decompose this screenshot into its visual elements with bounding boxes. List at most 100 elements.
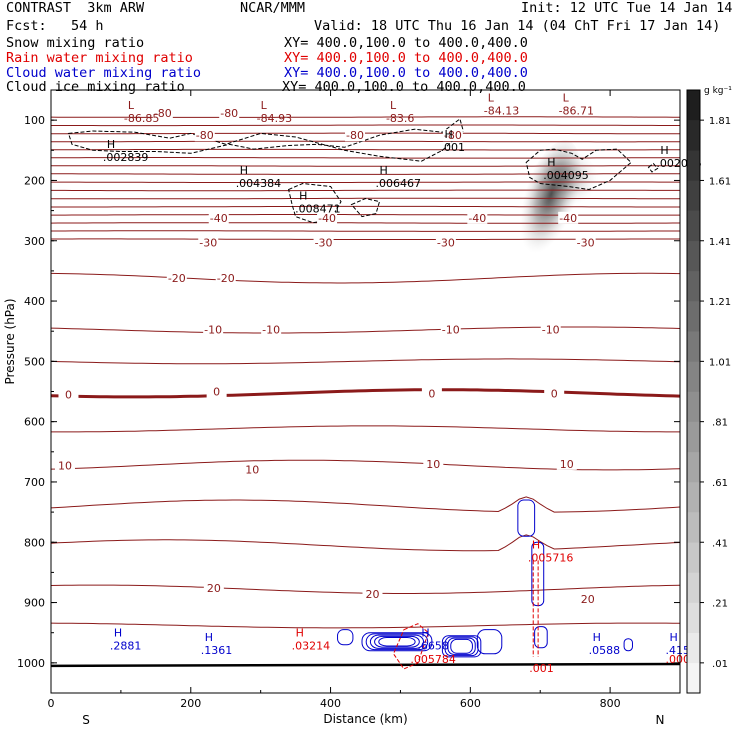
cloud-water-contour bbox=[623, 638, 633, 652]
isotherm-label-bg bbox=[317, 211, 338, 224]
init-time: Init: 12 UTC Tue 14 Jan 14 bbox=[521, 0, 733, 16]
cloud-water-contour bbox=[361, 632, 433, 652]
center-title: NCAR/MMM bbox=[240, 0, 306, 16]
colorbar-swatch bbox=[687, 270, 700, 302]
isotherm-label-bg bbox=[556, 457, 577, 470]
field-xy-snow: XY= 400.0,100.0 to 400.0,400.0 bbox=[284, 35, 528, 51]
extremum-value: .1361 bbox=[201, 644, 233, 657]
colorbar-swatch bbox=[687, 632, 700, 664]
rain-contour bbox=[392, 623, 429, 670]
extremum-mark: H bbox=[547, 156, 555, 169]
field-name-rain: Rain water mixing ratio bbox=[6, 50, 193, 66]
isotherm-label-bg bbox=[215, 272, 236, 285]
surface-line bbox=[50, 662, 681, 668]
colorbar-frame bbox=[686, 89, 701, 694]
isotherm-line bbox=[51, 425, 680, 433]
extremum-mark: H bbox=[114, 627, 122, 640]
isotherm-label-bg bbox=[219, 106, 240, 119]
isotherm-label-bg bbox=[313, 236, 334, 249]
isotherm-line bbox=[50, 358, 681, 365]
isotherm-line bbox=[51, 205, 680, 208]
isotherm-label: -10 bbox=[262, 323, 280, 336]
extremum-value: -86.71 bbox=[559, 105, 594, 118]
extremum-value: .001 bbox=[440, 141, 465, 154]
isotherm-line bbox=[51, 214, 680, 216]
y-tick-label: 100 bbox=[24, 114, 45, 127]
cloud-water-contour bbox=[337, 629, 354, 646]
isotherm-label-bg bbox=[203, 323, 224, 336]
forecast-hour: Fcst: 54 h bbox=[6, 18, 104, 34]
isotherm-label: 10 bbox=[245, 463, 259, 476]
isotherm-label-bg bbox=[544, 387, 565, 400]
colorbar-swatch bbox=[687, 120, 700, 151]
snow-contour bbox=[350, 197, 381, 218]
isotherm-label: -10 bbox=[542, 323, 560, 336]
isotherm-label: -30 bbox=[437, 237, 455, 250]
isotherm-label-bg bbox=[442, 129, 463, 142]
cloud-water-contour bbox=[534, 626, 548, 649]
isotherm-label-bg bbox=[540, 323, 561, 336]
axis-end-label-s: S bbox=[82, 713, 90, 727]
cloud-water-contour bbox=[450, 638, 473, 654]
isotherm-label-bg bbox=[362, 588, 383, 601]
field-name-snow: Snow mixing ratio bbox=[6, 35, 145, 51]
extremum-mark: H bbox=[421, 627, 429, 640]
cloud-water-contour bbox=[476, 629, 503, 655]
isotherm-label-bg bbox=[198, 236, 219, 249]
extremum-value: .005784 bbox=[410, 653, 456, 666]
x-tick-label: 400 bbox=[320, 697, 341, 710]
extremum-mark: H bbox=[296, 627, 304, 640]
cloud-water-contour bbox=[369, 634, 425, 649]
extremum-mark: H bbox=[107, 138, 115, 151]
snow-contour bbox=[525, 148, 632, 191]
isotherm-label-bg bbox=[166, 272, 187, 285]
isotherm-line bbox=[51, 165, 680, 167]
isotherm-line bbox=[51, 124, 680, 127]
isotherm-label-bg bbox=[558, 211, 579, 224]
colorbar-swatch bbox=[687, 572, 700, 603]
isotherm-label: -80 bbox=[444, 129, 462, 142]
isotherm-line bbox=[50, 622, 680, 629]
y-tick-label: 700 bbox=[24, 476, 45, 489]
isotherm-line bbox=[51, 230, 680, 232]
isotherm-line bbox=[51, 181, 680, 184]
isotherm-label: -40 bbox=[468, 212, 486, 225]
extremum-value: .006467 bbox=[375, 177, 421, 190]
isotherm-label: -40 bbox=[318, 212, 336, 225]
colorbar-swatch bbox=[687, 361, 700, 392]
isotherm-label-bg bbox=[58, 388, 79, 401]
isotherm-label: 20 bbox=[207, 582, 221, 595]
isotherm-label: 20 bbox=[581, 593, 595, 606]
isotherm-label-bg bbox=[242, 463, 263, 476]
colorbar-swatch bbox=[687, 662, 700, 694]
extremum-value: .000 bbox=[666, 653, 691, 666]
extremum-value: -86.85 bbox=[124, 112, 159, 125]
y-tick-label: 900 bbox=[24, 597, 45, 610]
y-tick-label: 1000 bbox=[17, 657, 45, 670]
y-axis-label: Pressure (hPa) bbox=[3, 298, 17, 384]
x-tick-label: 200 bbox=[180, 697, 201, 710]
colorbar-swatch bbox=[687, 150, 700, 181]
snow-contour bbox=[288, 182, 342, 224]
extremum-value: -84.93 bbox=[257, 112, 292, 125]
y-tick-label: 600 bbox=[24, 416, 45, 429]
rain-contour bbox=[532, 560, 539, 657]
isotherm-label-bg bbox=[345, 129, 366, 142]
isotherm-label-bg bbox=[423, 457, 444, 470]
isotherm-line bbox=[50, 222, 680, 224]
field-name-cloudwater: Cloud water mixing ratio bbox=[6, 65, 202, 81]
colorbar: .01 .21 .41 .61 .81 1.01 1.21 1.41 1.61 1.81 g kg⁻… bbox=[686, 86, 732, 694]
isotherm-label: 10 bbox=[560, 458, 574, 471]
field-name-cloudice: Cloud ice mixing ratio bbox=[6, 79, 185, 95]
isotherm-line bbox=[51, 148, 680, 151]
extrema-labels: L-86.85L-84.93L-83.6L-84.13L-86.71H.0028… bbox=[103, 92, 702, 675]
extremum-value: -84.13 bbox=[484, 105, 519, 118]
colorbar-label: .41 bbox=[712, 538, 728, 549]
isotherm-label-bg bbox=[440, 323, 461, 336]
isotherm-label: 0 bbox=[213, 386, 220, 399]
model-title: CONTRAST 3km ARW bbox=[6, 0, 145, 16]
isotherm-label-bg bbox=[54, 459, 75, 472]
colorbar-label: 1.41 bbox=[709, 237, 731, 248]
isotherm-line bbox=[51, 189, 680, 192]
